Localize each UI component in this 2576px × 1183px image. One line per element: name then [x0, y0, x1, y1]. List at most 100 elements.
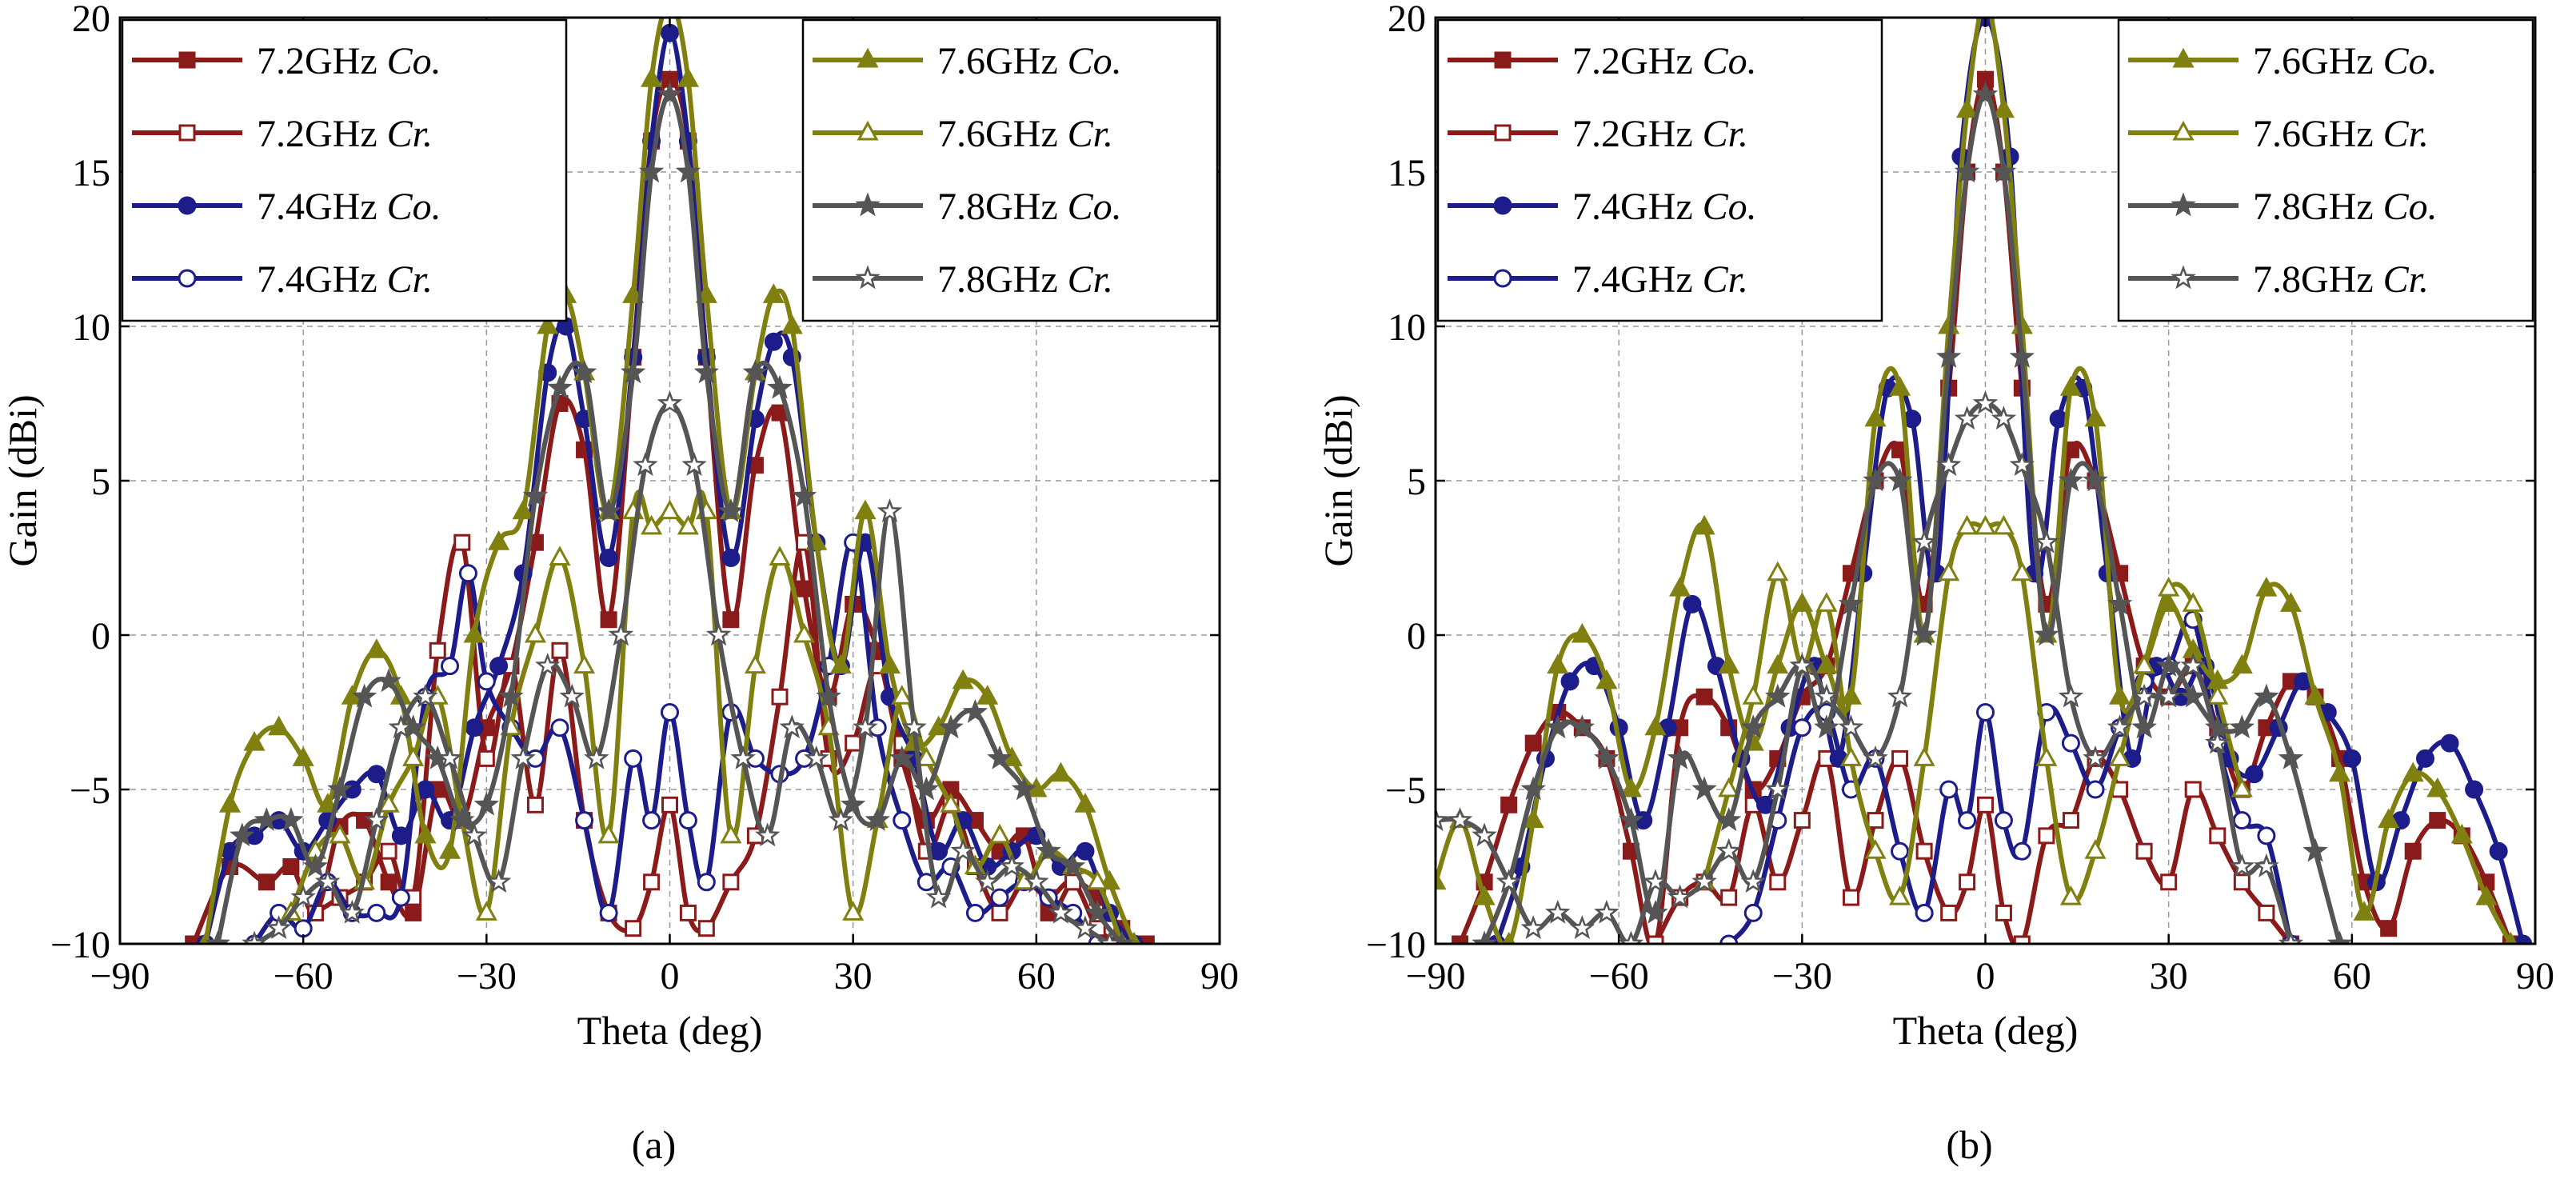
- y-tick-label: 10: [72, 306, 110, 349]
- data-point: [1643, 899, 1668, 924]
- data-point: [1452, 935, 1469, 944]
- data-point: [2184, 781, 2202, 798]
- series-7-8ghz-cr: [1436, 390, 2304, 944]
- legend-polarization: Cr.: [2383, 258, 2429, 301]
- data-point: [599, 903, 618, 922]
- data-point: [1715, 837, 1742, 862]
- data-point: [2207, 685, 2229, 705]
- data-point: [620, 359, 646, 384]
- data-point: [2155, 683, 2182, 708]
- y-tick-label: 15: [1388, 152, 1426, 194]
- legend-marker: [2171, 192, 2196, 217]
- data-point: [1814, 714, 1839, 739]
- data-point: [1693, 514, 1715, 535]
- data-point: [2034, 621, 2059, 646]
- data-point: [2404, 842, 2422, 860]
- data-point: [584, 745, 609, 769]
- legend-frequency: 7.2GHz: [257, 40, 377, 82]
- data-point: [473, 791, 500, 816]
- data-point: [1789, 653, 1815, 677]
- y-tick-label: −10: [50, 924, 110, 966]
- legend-box: [801, 18, 1219, 322]
- legend-label: 7.8GHz Cr.: [937, 258, 1113, 301]
- data-point: [938, 714, 964, 739]
- data-point: [1793, 812, 1811, 829]
- data-point: [2058, 683, 2084, 708]
- data-point: [2109, 685, 2131, 705]
- data-point: [1569, 714, 1596, 739]
- x-tick-label: 90: [2516, 955, 2554, 997]
- legend-entry: 7.2GHz Co.: [1448, 40, 1757, 82]
- legend-entry: 7.8GHz Co.: [2128, 186, 2438, 228]
- data-point: [678, 811, 697, 830]
- data-point: [526, 796, 544, 813]
- legend-frequency: 7.4GHz: [1572, 186, 1693, 228]
- data-point: [429, 641, 446, 659]
- data-point: [2402, 761, 2424, 782]
- data-point: [242, 930, 267, 944]
- data-point: [1991, 406, 2017, 430]
- data-point: [1718, 653, 1740, 674]
- data-point: [661, 703, 679, 721]
- data-point: [1024, 869, 1049, 893]
- data-point: [2440, 733, 2459, 753]
- y-axis-label: Gain (dBi): [0, 394, 45, 566]
- data-point: [1522, 808, 1544, 829]
- data-point: [925, 884, 952, 909]
- data-point: [769, 546, 791, 566]
- data-point: [1049, 761, 1072, 782]
- legend-box: [121, 18, 568, 322]
- data-point: [915, 746, 937, 766]
- data-point: [1524, 734, 1542, 752]
- data-point: [1791, 592, 1813, 612]
- y-tick-label: −5: [70, 769, 110, 812]
- data-point: [1864, 839, 1887, 859]
- data-point: [990, 888, 1009, 907]
- data-point: [1889, 376, 1911, 396]
- y-axis-label: Gain (dBi): [1316, 394, 1360, 566]
- data-point: [1815, 653, 1838, 674]
- data-point: [2035, 746, 2058, 766]
- data-point: [1815, 592, 1838, 612]
- x-tick-label: −90: [1405, 955, 1465, 997]
- x-tick-label: 0: [661, 955, 680, 997]
- legend-left: 7.2GHz Co.7.2GHz Cr.7.4GHz Co.7.4GHz Cr.: [1436, 18, 1883, 322]
- data-point: [458, 564, 477, 583]
- series-7-4ghz-cr: [1719, 610, 2300, 944]
- data-point: [693, 359, 720, 384]
- legend-entry: 7.4GHz Co.: [132, 186, 441, 228]
- y-tick-label: 5: [91, 461, 110, 503]
- data-point: [1520, 776, 1546, 801]
- data-point: [854, 499, 877, 520]
- legend-label: 7.8GHz Co.: [2253, 186, 2438, 228]
- data-point: [1891, 749, 1909, 767]
- data-point: [364, 807, 389, 831]
- data-point: [1911, 529, 1937, 554]
- y-tick-label: 10: [1388, 306, 1426, 349]
- legend-label: 7.2GHz Co.: [1572, 40, 1757, 82]
- data-point: [512, 499, 534, 520]
- y-tick-label: 15: [72, 152, 110, 194]
- data-point: [929, 841, 949, 861]
- data-point: [755, 822, 781, 847]
- legend-label: 7.4GHz Cr.: [257, 258, 433, 301]
- data-point: [677, 514, 699, 535]
- data-point: [1838, 714, 1864, 739]
- series-line: [314, 537, 1124, 944]
- legend-polarization: Cr.: [387, 258, 433, 301]
- data-point: [218, 793, 242, 813]
- data-point: [1096, 930, 1123, 944]
- data-point: [463, 622, 485, 643]
- data-point: [1560, 672, 1580, 691]
- data-point: [2229, 853, 2255, 877]
- axis-ticks: −90 −60 −30 0 30 60 90 −10 −5 0 5 10 15 20: [50, 0, 1239, 997]
- legend-marker: [857, 47, 879, 68]
- legend-frequency: 7.2GHz: [257, 113, 377, 155]
- data-point: [2257, 826, 2276, 845]
- data-point: [2304, 685, 2326, 705]
- data-point: [1647, 935, 1664, 944]
- legend-marker: [178, 196, 197, 215]
- legend-frequency: 7.6GHz: [2253, 40, 2374, 82]
- data-point: [633, 452, 658, 477]
